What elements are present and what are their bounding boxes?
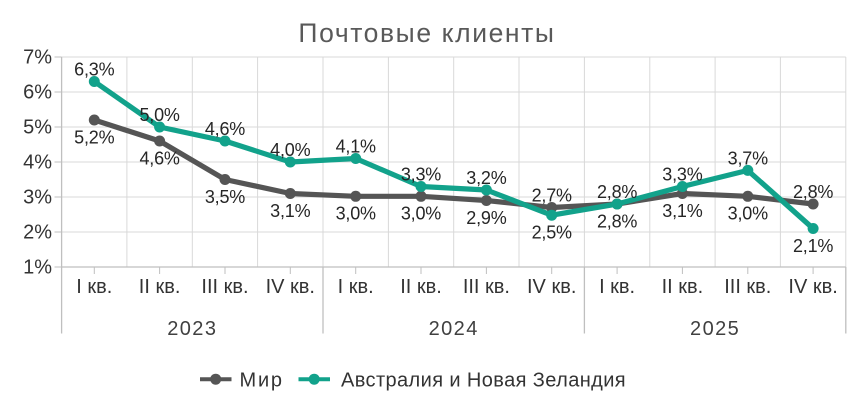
svg-text:I кв.: I кв. — [599, 276, 635, 298]
svg-text:3,2%: 3,2% — [466, 168, 506, 188]
svg-text:3,0%: 3,0% — [336, 204, 376, 224]
svg-text:III кв.: III кв. — [463, 276, 510, 298]
svg-text:IV кв.: IV кв. — [788, 276, 837, 298]
svg-text:3,5%: 3,5% — [205, 187, 245, 207]
svg-text:5,0%: 5,0% — [139, 105, 179, 125]
svg-text:2,9%: 2,9% — [466, 208, 506, 228]
svg-text:3,1%: 3,1% — [662, 201, 702, 221]
svg-text:III кв.: III кв. — [724, 276, 771, 298]
svg-text:2,8%: 2,8% — [793, 182, 833, 202]
svg-text:6%: 6% — [23, 82, 52, 104]
svg-text:2,7%: 2,7% — [532, 186, 572, 206]
svg-text:I кв.: I кв. — [338, 276, 374, 298]
svg-text:4,6%: 4,6% — [139, 148, 179, 168]
svg-text:2,8%: 2,8% — [597, 211, 637, 231]
svg-text:3,3%: 3,3% — [662, 165, 702, 185]
svg-text:III кв.: III кв. — [201, 276, 248, 298]
svg-text:7%: 7% — [23, 47, 52, 69]
svg-text:3,0%: 3,0% — [728, 204, 768, 224]
svg-text:6,3%: 6,3% — [74, 60, 114, 80]
svg-text:2024: 2024 — [429, 318, 479, 340]
svg-text:5%: 5% — [23, 117, 52, 139]
svg-text:2,5%: 2,5% — [532, 223, 572, 243]
svg-text:3,3%: 3,3% — [401, 165, 441, 185]
svg-text:IV кв.: IV кв. — [527, 276, 576, 298]
svg-text:2,1%: 2,1% — [793, 236, 833, 256]
svg-text:2,8%: 2,8% — [597, 182, 637, 202]
svg-text:4,0%: 4,0% — [270, 140, 310, 160]
svg-text:5,2%: 5,2% — [74, 127, 114, 147]
svg-text:3,0%: 3,0% — [401, 204, 441, 224]
svg-text:Австралия и Новая Зеландия: Австралия и Новая Зеландия — [341, 370, 626, 392]
svg-text:II кв.: II кв. — [400, 276, 442, 298]
svg-text:Мир: Мир — [240, 370, 284, 392]
svg-text:II кв.: II кв. — [662, 276, 704, 298]
svg-text:2025: 2025 — [690, 318, 740, 340]
svg-text:1%: 1% — [23, 257, 52, 279]
svg-text:4,6%: 4,6% — [205, 119, 245, 139]
svg-text:3%: 3% — [23, 187, 52, 209]
svg-text:Почтовые клиенты: Почтовые клиенты — [298, 18, 555, 48]
svg-text:3,1%: 3,1% — [270, 201, 310, 221]
svg-text:4%: 4% — [23, 152, 52, 174]
svg-text:2023: 2023 — [167, 318, 217, 340]
svg-text:4,1%: 4,1% — [336, 137, 376, 157]
svg-text:2%: 2% — [23, 222, 52, 244]
svg-text:3,7%: 3,7% — [728, 148, 768, 168]
svg-text:II кв.: II кв. — [139, 276, 181, 298]
svg-text:I кв.: I кв. — [76, 276, 112, 298]
svg-text:IV кв.: IV кв. — [266, 276, 315, 298]
